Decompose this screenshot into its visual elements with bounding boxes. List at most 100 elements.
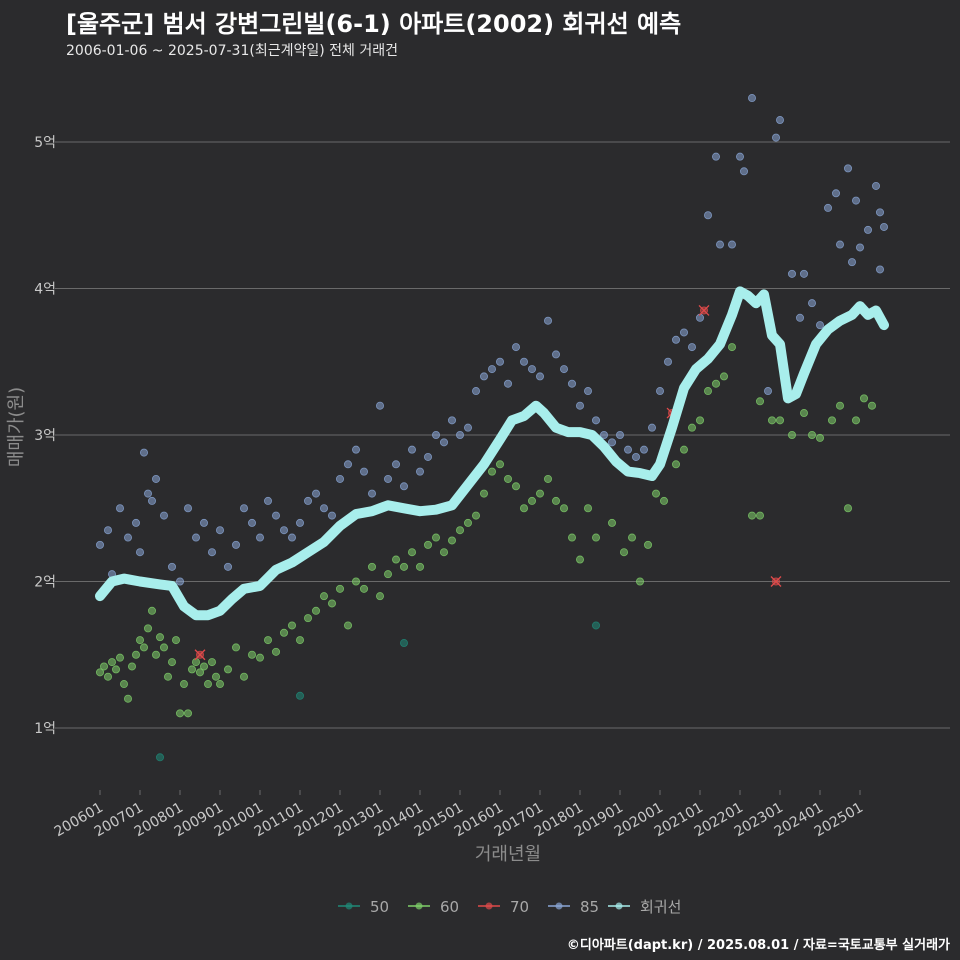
point-85: [528, 365, 537, 374]
regression-line: [95, 286, 889, 621]
point-70-cross: [194, 649, 206, 661]
point-60: [383, 570, 392, 579]
legend-item-5: 회귀선: [608, 898, 681, 916]
point-60: [860, 394, 869, 403]
point-85: [748, 94, 757, 103]
point-60: [512, 482, 521, 491]
point-85: [175, 577, 184, 586]
point-85: [632, 452, 641, 461]
point-60: [124, 694, 133, 703]
point-85: [415, 467, 424, 476]
point-60: [279, 628, 288, 637]
point-60: [756, 511, 765, 520]
point-85: [844, 164, 853, 173]
point-60: [231, 643, 240, 652]
point-60: [127, 662, 136, 671]
point-60: [131, 650, 140, 659]
point-60: [756, 397, 765, 406]
point-85: [776, 116, 785, 125]
point-85: [856, 243, 865, 252]
point-50: [155, 753, 164, 762]
point-60: [544, 474, 553, 483]
point-85: [391, 460, 400, 469]
point-85: [624, 445, 633, 454]
point-60: [327, 599, 336, 608]
point-60: [147, 606, 156, 615]
point-85: [215, 526, 224, 535]
point-85: [367, 489, 376, 498]
point-85: [592, 416, 601, 425]
point-60: [163, 672, 172, 681]
point-60: [415, 562, 424, 571]
point-85: [740, 167, 749, 176]
point-85: [335, 474, 344, 483]
point-85: [848, 258, 857, 267]
point-60: [203, 680, 212, 689]
point-85: [824, 203, 833, 212]
legend-swatch-dot: [345, 902, 353, 910]
point-85: [672, 335, 681, 344]
point-60: [179, 680, 188, 689]
point-85: [503, 379, 512, 388]
point-85: [247, 518, 256, 527]
legend-label: 회귀선: [640, 898, 681, 916]
chart-subtitle: 2006-01-06 ~ 2025-07-31(최근계약일) 전체 거래건: [66, 43, 398, 59]
point-60: [644, 540, 653, 549]
legend-swatch-dot: [555, 902, 563, 910]
point-85: [124, 533, 133, 542]
point-60: [399, 562, 408, 571]
point-60: [768, 416, 777, 425]
point-85: [680, 328, 689, 337]
point-60: [520, 504, 529, 513]
point-85: [876, 265, 885, 274]
y-tick-label: 4억: [34, 282, 56, 298]
point-60: [568, 533, 577, 542]
point-60: [560, 504, 569, 513]
point-85: [568, 379, 577, 388]
point-60: [335, 584, 344, 593]
point-85: [271, 511, 280, 520]
point-85: [167, 562, 176, 571]
point-85: [463, 423, 472, 432]
point-85: [319, 504, 328, 513]
grid-lines: [60, 141, 950, 729]
point-85: [183, 504, 192, 513]
legend-item-1: 50: [338, 898, 389, 916]
point-85: [104, 526, 113, 535]
point-60: [423, 540, 432, 549]
point-85: [608, 438, 617, 447]
legend-item-2: 60: [408, 898, 459, 916]
point-85: [223, 562, 232, 571]
point-85: [880, 222, 889, 231]
point-85: [147, 496, 156, 505]
point-60: [100, 662, 109, 671]
point-60: [620, 548, 629, 557]
point-85: [656, 387, 665, 396]
point-60: [155, 633, 164, 642]
point-85: [143, 489, 152, 498]
point-60: [295, 636, 304, 645]
point-85: [716, 240, 725, 249]
point-60: [652, 489, 661, 498]
point-60: [868, 401, 877, 410]
point-85: [616, 430, 625, 439]
y-axis-ticks: 1억 2억 3억 4억 5억: [34, 135, 60, 737]
point-85: [664, 357, 673, 366]
point-85: [303, 496, 312, 505]
point-60: [660, 496, 669, 505]
point-85: [520, 357, 529, 366]
point-85: [399, 482, 408, 491]
point-60: [287, 621, 296, 630]
point-60: [800, 409, 809, 418]
point-60: [439, 548, 448, 557]
point-85: [131, 518, 140, 527]
point-60: [608, 518, 617, 527]
point-60: [151, 650, 160, 659]
point-85: [327, 511, 336, 520]
point-60: [116, 653, 125, 662]
point-70-cross: [770, 576, 782, 587]
point-85: [135, 548, 144, 557]
point-60: [576, 555, 585, 564]
point-50: [592, 621, 601, 630]
